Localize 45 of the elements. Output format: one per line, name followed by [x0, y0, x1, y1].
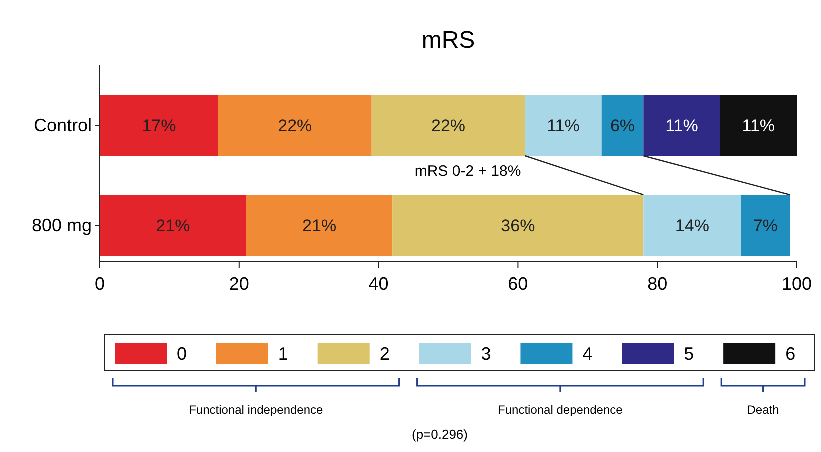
text: Functional independence	[189, 403, 324, 417]
bar	[525, 95, 602, 156]
x-tick-label: 80	[648, 274, 668, 294]
data-label: 17%	[142, 116, 176, 136]
bar	[100, 95, 218, 156]
bar	[392, 195, 644, 256]
y-tick-label: Control	[34, 116, 92, 136]
bar	[100, 195, 246, 256]
bar	[644, 95, 720, 156]
x-tick-label: 20	[229, 274, 250, 294]
legend-label: 1	[278, 344, 288, 364]
legend-label: 4	[582, 344, 593, 364]
data-label: 21%	[156, 216, 190, 236]
x-tick-label: 100	[782, 274, 812, 294]
legend-label: 5	[684, 344, 694, 364]
bar	[372, 95, 526, 156]
x-tick-label: 40	[368, 274, 389, 294]
y-tick-label: 800 mg	[32, 216, 92, 236]
data-label: 11%	[666, 116, 698, 136]
text: (p=0.296)	[412, 427, 468, 442]
data-label: 22%	[431, 116, 466, 136]
x-tick-label: 0	[94, 274, 106, 294]
data-label: 11%	[742, 116, 776, 136]
legend-label: 2	[380, 344, 390, 364]
legend-label: 3	[481, 344, 492, 364]
data-label: 11%	[547, 116, 580, 136]
legend-label: 6	[786, 344, 796, 364]
legend-label: 0	[177, 344, 188, 364]
data-label: 22%	[278, 116, 312, 136]
annotation: mRS 0-2 + 18%	[414, 163, 522, 180]
data-label: 36%	[501, 216, 536, 236]
chart-title: mRS	[422, 27, 476, 54]
data-label: 7%	[753, 216, 778, 236]
data-label: 14%	[675, 216, 710, 236]
bar	[741, 195, 790, 256]
bar	[246, 195, 393, 256]
bar	[218, 95, 372, 156]
data-label: 6%	[610, 116, 636, 136]
bar	[602, 95, 644, 156]
bar	[720, 95, 797, 156]
text: Death	[747, 403, 780, 417]
x-tick-label: 60	[508, 274, 528, 294]
data-label: 21%	[302, 216, 337, 236]
bar	[644, 195, 742, 256]
text: Functional dependence	[498, 403, 624, 417]
